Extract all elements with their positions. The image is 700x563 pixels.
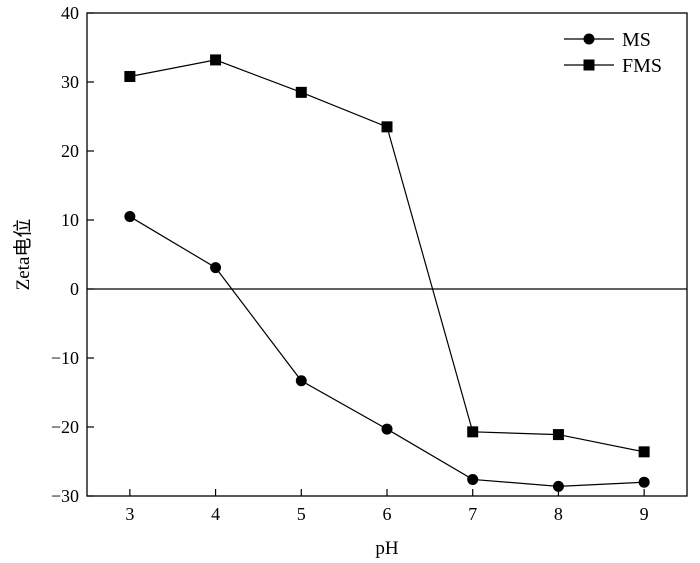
data-point-ms xyxy=(295,375,307,387)
axis-ticks: 3 4 5 6 7 8 9 −30 −20 −10 0 10 20 30 40 xyxy=(51,3,649,524)
legend-label-fms: FMS xyxy=(622,55,662,77)
data-point-ms xyxy=(552,480,564,492)
legend-marker-ms xyxy=(583,33,595,45)
data-point-fms xyxy=(467,426,479,438)
y-tick-label: 40 xyxy=(61,3,79,23)
y-tick-label: 0 xyxy=(70,279,79,299)
y-tick-label: −20 xyxy=(51,417,79,437)
y-tick-label: 30 xyxy=(61,72,79,92)
x-tick-label: 5 xyxy=(297,504,306,524)
y-tick-label: 20 xyxy=(61,141,79,161)
data-point-fms xyxy=(638,446,650,458)
legend-item-ms: MS xyxy=(564,29,651,51)
x-tick-label: 6 xyxy=(383,504,392,524)
data-point-ms xyxy=(381,423,393,435)
legend-label-ms: MS xyxy=(622,29,651,51)
y-axis-title: Zeta电位 xyxy=(12,219,34,291)
y-tick-label: 10 xyxy=(61,210,79,230)
data-point-fms xyxy=(210,54,222,66)
data-point-ms xyxy=(210,262,222,274)
x-tick-label: 9 xyxy=(640,504,649,524)
x-tick-label: 3 xyxy=(125,504,134,524)
y-tick-label: −30 xyxy=(51,486,79,506)
data-point-ms xyxy=(638,476,650,488)
series-line-fms xyxy=(129,59,645,453)
data-point-fms xyxy=(552,429,564,441)
data-point-ms xyxy=(124,211,136,223)
legend-marker-fms xyxy=(583,59,595,71)
series-layer xyxy=(124,54,650,492)
x-axis-title: pH xyxy=(375,538,399,559)
y-tick-label: −10 xyxy=(51,348,79,368)
data-point-fms xyxy=(381,121,393,133)
data-point-fms xyxy=(124,70,136,82)
data-point-ms xyxy=(467,473,479,485)
legend-item-fms: FMS xyxy=(564,55,662,77)
x-tick-label: 7 xyxy=(468,504,477,524)
data-point-fms xyxy=(295,86,307,98)
series-line-ms xyxy=(129,216,645,487)
x-tick-label: 8 xyxy=(554,504,563,524)
x-tick-label: 4 xyxy=(211,504,220,524)
legend: MS FMS xyxy=(564,29,662,77)
plot-frame xyxy=(86,12,688,497)
